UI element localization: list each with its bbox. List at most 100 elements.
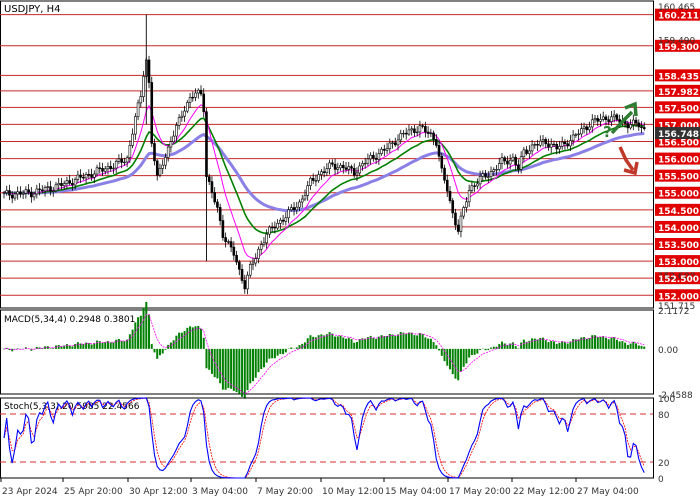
candle-body: [363, 162, 367, 165]
x-axis-label: 27 May 04:00: [577, 487, 639, 497]
candle-body: [49, 186, 52, 192]
macd-bar: [30, 348, 33, 351]
candle-body: [284, 217, 288, 222]
candle-body: [607, 119, 610, 122]
macd-bar: [621, 341, 624, 349]
macd-bar: [331, 333, 334, 349]
macd-bar: [454, 348, 457, 379]
stoch-axis-label: 20: [658, 459, 670, 469]
candle-body: [456, 224, 460, 232]
candle-body: [445, 179, 449, 192]
macd-axis-label: 2.1172: [658, 307, 690, 317]
candle-body: [415, 131, 419, 134]
candle-body: [355, 172, 359, 176]
price-axis-label: 157.000: [658, 121, 699, 131]
macd-bar: [101, 342, 104, 349]
macd-bar: [342, 337, 345, 349]
macd-bar: [257, 348, 260, 373]
price-axis-label: 157.982: [658, 88, 699, 98]
macd-bar: [539, 337, 542, 349]
macd-bar: [205, 348, 208, 369]
candle-body: [615, 114, 619, 120]
macd-bar: [11, 348, 14, 352]
candle-body: [372, 154, 375, 159]
candle-body: [46, 186, 50, 188]
candle-body: [194, 92, 197, 98]
candle-body: [399, 133, 403, 141]
macd-bar: [635, 343, 638, 349]
ma-slow-line: [3, 132, 645, 213]
macd-bar: [353, 342, 356, 349]
candle-body: [391, 142, 394, 144]
candle-body: [54, 184, 58, 192]
price-axis-label: 158.435: [658, 72, 699, 82]
candle-body: [560, 141, 564, 147]
price-axis-label: 154.000: [658, 224, 699, 234]
candle-body: [229, 241, 233, 248]
macd-bar: [632, 341, 635, 349]
macd-bar: [506, 345, 509, 349]
macd-bar: [386, 335, 389, 349]
candle-body: [84, 174, 88, 179]
macd-bar: [44, 346, 47, 349]
candle-body: [180, 115, 184, 118]
candle-body: [336, 167, 340, 170]
macd-bar: [563, 342, 566, 349]
candle-body: [487, 176, 490, 178]
candle-body: [366, 158, 370, 164]
macd-bar: [224, 348, 227, 390]
stochastic-panel: Stoch(5,3,3) 20.5985 22.4566 100 80 20 0: [0, 395, 675, 485]
candle-body: [164, 157, 167, 166]
candle-body: [311, 177, 315, 181]
candle-body: [517, 164, 520, 170]
candle-body: [139, 96, 143, 104]
macd-bar: [369, 335, 372, 349]
candle-body: [314, 180, 318, 182]
macd-bar: [158, 348, 161, 356]
candle-body: [112, 167, 115, 170]
macd-bar: [194, 326, 197, 349]
candle-body: [73, 179, 77, 186]
candle-body: [407, 129, 411, 135]
candle-body: [238, 261, 241, 270]
macd-bar: [227, 348, 230, 388]
candle-body: [199, 89, 203, 95]
macd-bar: [251, 348, 254, 382]
candle-body: [186, 102, 189, 112]
macd-bar: [596, 337, 599, 349]
x-axis-label: 15 May 04:00: [385, 487, 447, 497]
candle-body: [440, 155, 444, 169]
candle-body: [98, 167, 102, 169]
macd-bar: [126, 339, 129, 349]
candle-body: [125, 157, 129, 163]
macd-bar: [76, 342, 79, 349]
candle-body: [522, 149, 526, 157]
candle-body: [508, 159, 512, 165]
macd-bar: [106, 341, 109, 349]
candle-body: [530, 144, 534, 152]
candle-body: [243, 280, 247, 290]
macd-bar: [388, 333, 391, 349]
macd-bar: [82, 344, 85, 349]
current-price-label: 156.748: [658, 130, 699, 140]
macd-bar: [339, 335, 342, 349]
level-label-bg: [655, 289, 700, 302]
macd-bar: [3, 348, 5, 350]
macd-bar: [246, 348, 249, 391]
level-label-bg: [655, 84, 700, 97]
candle-body: [202, 93, 206, 112]
macd-bar: [98, 341, 101, 349]
candle-body: [500, 157, 504, 164]
candle-body: [558, 146, 561, 150]
candle-body: [426, 131, 430, 134]
candle-body: [454, 212, 457, 226]
macd-bar: [490, 347, 493, 349]
candle-body: [528, 150, 531, 154]
candle-body: [626, 123, 630, 129]
macd-bar: [604, 337, 607, 349]
price-axis-label: 156.500: [658, 138, 699, 148]
macd-bar: [189, 326, 192, 349]
macd-bar: [361, 338, 364, 349]
candle-body: [166, 146, 170, 158]
